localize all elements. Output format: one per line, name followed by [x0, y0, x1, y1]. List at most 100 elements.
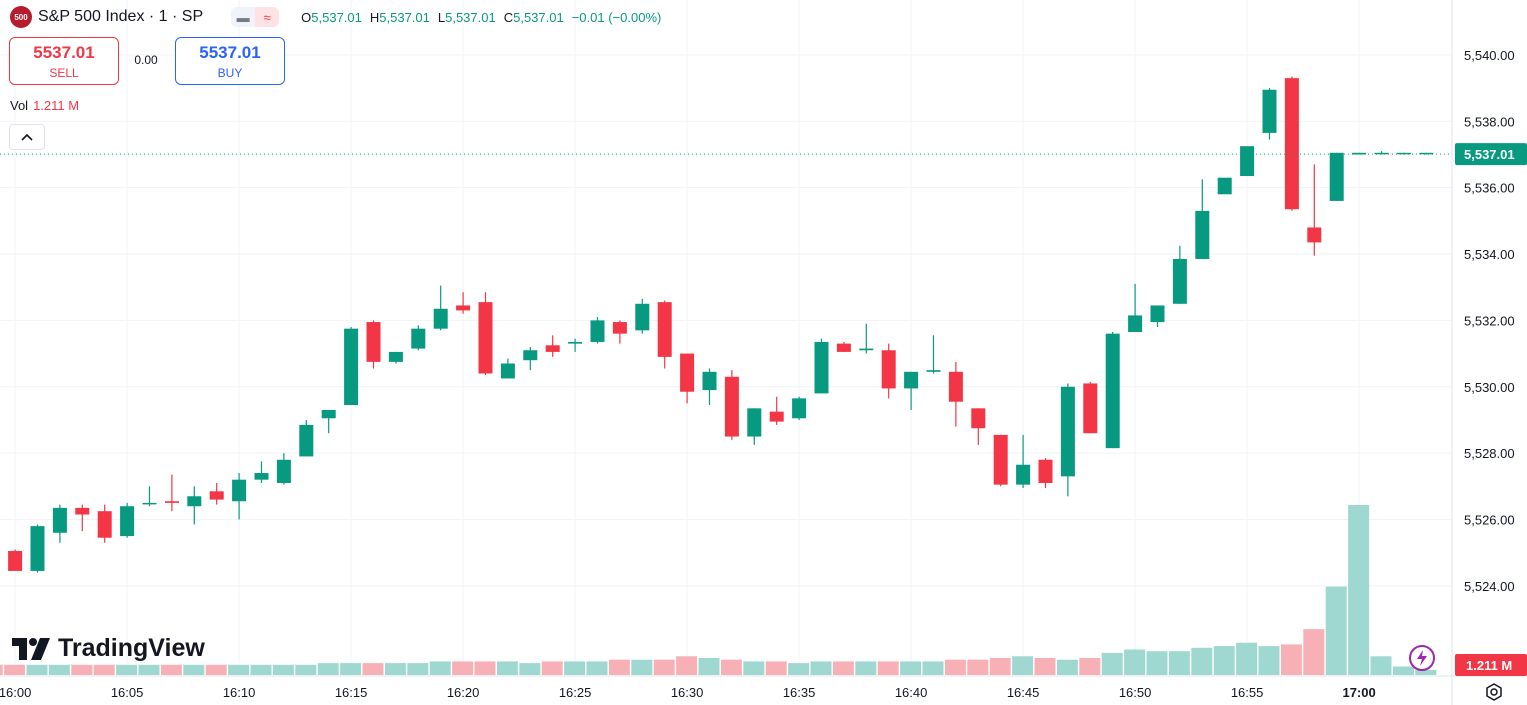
- candle-body[interactable]: [1262, 89, 1277, 133]
- change-value: −0.01 (−0.00%): [571, 9, 662, 25]
- candle-body[interactable]: [1105, 333, 1120, 449]
- candle-body[interactable]: [1172, 258, 1187, 304]
- candle-body[interactable]: [164, 501, 179, 503]
- candle-body[interactable]: [321, 409, 336, 419]
- volume-bar: [496, 661, 518, 675]
- candle-body[interactable]: [702, 371, 717, 391]
- candle-body[interactable]: [344, 328, 359, 406]
- x-tick-label: 16:40: [895, 685, 928, 700]
- candle-body[interactable]: [1128, 315, 1143, 332]
- volume-bar: [877, 661, 899, 675]
- x-tick-label: 16:15: [335, 685, 368, 700]
- candle-body[interactable]: [1352, 152, 1367, 155]
- candle-body[interactable]: [948, 371, 963, 402]
- volume-bar: [1348, 505, 1370, 675]
- approx-icon[interactable]: ≈: [255, 7, 280, 27]
- chart-status-pill[interactable]: ▬ ≈: [231, 7, 280, 27]
- candle-body[interactable]: [769, 411, 784, 422]
- candle-body[interactable]: [836, 343, 851, 352]
- x-tick-label: 16:05: [111, 685, 144, 700]
- x-tick-label: 16:00: [0, 685, 31, 700]
- candle-body[interactable]: [612, 322, 627, 334]
- lightning-icon[interactable]: [1409, 645, 1435, 671]
- volume-legend[interactable]: Vol 1.211 M: [10, 98, 79, 113]
- candle-body[interactable]: [1240, 146, 1255, 177]
- candle-body[interactable]: [747, 408, 762, 437]
- candle-body[interactable]: [366, 322, 381, 362]
- candle-body[interactable]: [1307, 227, 1322, 243]
- candle-body[interactable]: [1038, 459, 1053, 483]
- candle-body[interactable]: [120, 506, 135, 537]
- y-tick-label: 5,538.00: [1464, 114, 1515, 129]
- volume-bar: [586, 661, 608, 675]
- candle-body[interactable]: [680, 353, 695, 392]
- candle-body[interactable]: [232, 479, 247, 502]
- candle-body[interactable]: [1374, 152, 1389, 155]
- candle-body[interactable]: [971, 408, 986, 429]
- volume-label: Vol: [10, 98, 29, 113]
- candle-body[interactable]: [814, 341, 829, 394]
- candle-body[interactable]: [1083, 383, 1098, 434]
- close-value: 5,537.01: [513, 9, 564, 25]
- candle-body[interactable]: [904, 371, 919, 389]
- candle-body[interactable]: [52, 507, 67, 533]
- candle-body[interactable]: [209, 491, 224, 500]
- tradingview-mark-icon: [12, 637, 50, 660]
- candle-body[interactable]: [1060, 386, 1075, 477]
- candle-body[interactable]: [30, 526, 45, 571]
- candle-body[interactable]: [590, 320, 605, 342]
- volume-bar: [48, 664, 70, 675]
- candle-body[interactable]: [456, 305, 471, 311]
- volume-bar: [541, 661, 563, 675]
- y-tick-label: 5,540.00: [1464, 48, 1515, 63]
- candle-body[interactable]: [1329, 152, 1344, 201]
- candle-body[interactable]: [657, 302, 672, 357]
- candle-body[interactable]: [187, 496, 202, 507]
- buy-button[interactable]: 5537.01 BUY: [175, 37, 285, 85]
- buy-label: BUY: [217, 65, 243, 80]
- x-tick-label: 16:45: [1007, 685, 1040, 700]
- candle-body[interactable]: [299, 424, 314, 457]
- candle-body[interactable]: [881, 350, 896, 389]
- candle-body[interactable]: [388, 351, 403, 362]
- chevron-up-icon[interactable]: [9, 124, 45, 150]
- candle-body[interactable]: [411, 328, 426, 349]
- last-price-label-bg: [1455, 143, 1527, 166]
- candle-body[interactable]: [433, 308, 448, 329]
- candle-body[interactable]: [792, 398, 807, 419]
- volume-bar: [1034, 658, 1056, 675]
- settings-gear-icon[interactable]: [1484, 682, 1504, 702]
- volume-bar: [1258, 646, 1280, 675]
- candle-body[interactable]: [8, 551, 23, 571]
- tradingview-logo[interactable]: TradingView: [12, 634, 205, 663]
- x-tick-label: 16:55: [1231, 685, 1264, 700]
- symbol-title[interactable]: S&P 500 Index · 1 · SP: [38, 8, 204, 25]
- candle-body[interactable]: [1419, 152, 1434, 155]
- candle-body[interactable]: [1217, 177, 1232, 195]
- candle-body[interactable]: [1016, 464, 1031, 485]
- candle-body[interactable]: [1195, 210, 1210, 259]
- minus-icon[interactable]: ▬: [236, 9, 250, 25]
- volume-bar: [1012, 656, 1034, 675]
- candle-body[interactable]: [1150, 305, 1165, 323]
- candle-body[interactable]: [97, 511, 112, 538]
- candle-body[interactable]: [545, 345, 560, 352]
- candle-body[interactable]: [478, 302, 493, 374]
- candle-body[interactable]: [1396, 152, 1411, 155]
- candle-body[interactable]: [993, 434, 1008, 485]
- candle-body[interactable]: [276, 459, 291, 483]
- candle-body[interactable]: [635, 303, 650, 331]
- sell-button[interactable]: 5537.01 SELL: [9, 37, 119, 85]
- candle-body[interactable]: [254, 473, 269, 480]
- candle-body[interactable]: [1284, 78, 1299, 210]
- candle-body[interactable]: [926, 370, 941, 372]
- candle-body[interactable]: [724, 376, 739, 437]
- candle-body[interactable]: [568, 341, 583, 344]
- candle-body[interactable]: [75, 507, 90, 515]
- candle-body[interactable]: [500, 363, 515, 379]
- candle-body[interactable]: [523, 350, 538, 361]
- candle-body[interactable]: [142, 502, 157, 505]
- x-tick-label: 16:10: [223, 685, 256, 700]
- candle-body[interactable]: [859, 348, 874, 351]
